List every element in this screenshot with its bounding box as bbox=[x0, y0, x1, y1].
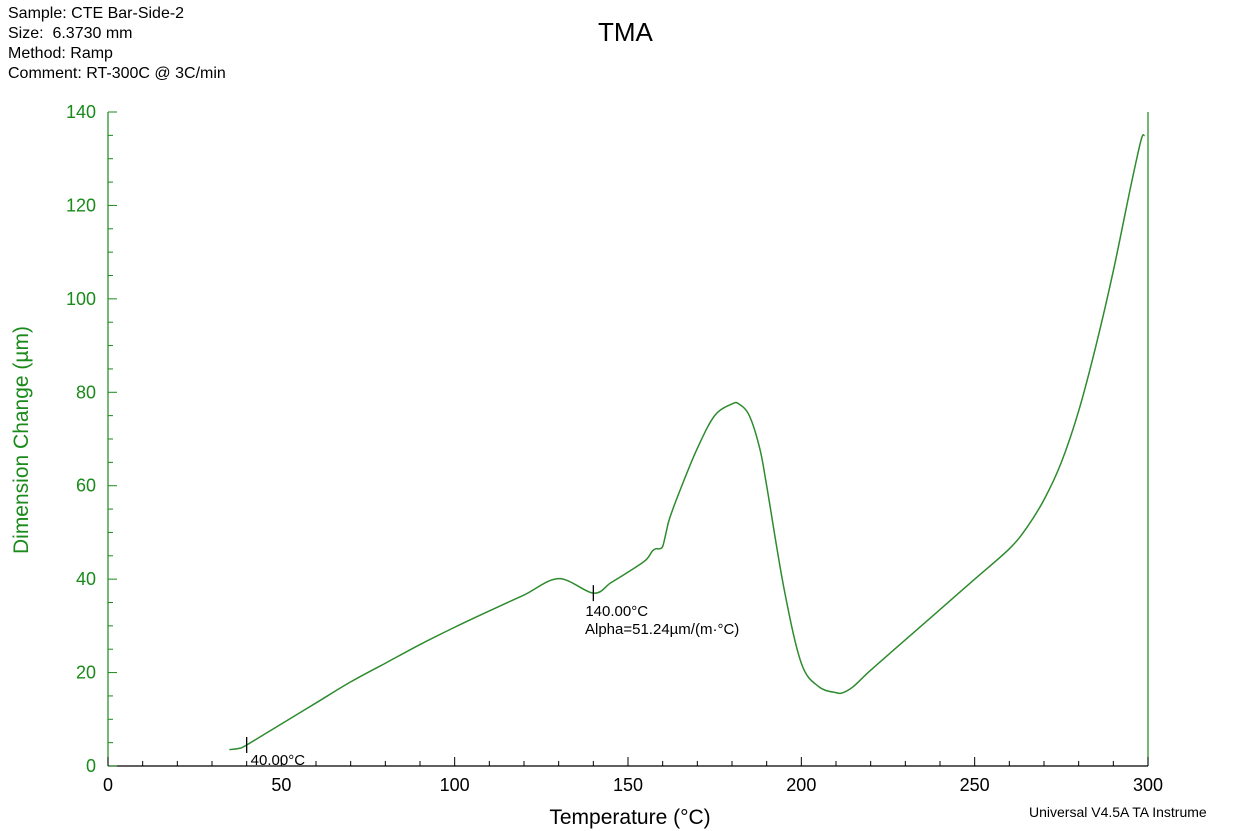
y-tick-label: 20 bbox=[76, 663, 96, 683]
alpha-annotation: Alpha=51.24µm/(m·°C) bbox=[585, 621, 739, 638]
x-tick-label: 150 bbox=[613, 775, 643, 795]
marker-layer: 40.00°C 140.00°C bbox=[246, 585, 648, 769]
y-tick-label: 40 bbox=[76, 569, 96, 589]
dimension-change-curve bbox=[229, 134, 1146, 751]
y-tick-label: 120 bbox=[66, 195, 96, 215]
x-tick-label: 100 bbox=[440, 775, 470, 795]
chart-title: TMA bbox=[598, 17, 653, 47]
x-tick-label: 200 bbox=[786, 775, 816, 795]
x-tick-label: 0 bbox=[103, 775, 113, 795]
method-label: Method: Ramp bbox=[8, 45, 113, 62]
ticks: 0 20 40 60 80 100 120 140 0 50 100 150 200 250 300 bbox=[66, 102, 1163, 795]
x-tick-label: 50 bbox=[271, 775, 291, 795]
x-tick-label: 250 bbox=[960, 775, 990, 795]
range-marker-label: 40.00°C bbox=[251, 752, 306, 769]
sample-info: Sample: CTE Bar-Side-2 Size: 6.3730 mm M… bbox=[8, 4, 226, 84]
curve-layer bbox=[229, 134, 1146, 751]
y-tick-label: 60 bbox=[76, 476, 96, 496]
y-tick-label: 140 bbox=[66, 102, 96, 122]
y-tick-label: 0 bbox=[86, 756, 96, 776]
comment-label: Comment: RT-300C @ 3C/min bbox=[8, 65, 226, 82]
y-axis-title: Dimension Change (µm) bbox=[10, 326, 33, 554]
x-axis-title: Temperature (°C) bbox=[549, 806, 710, 829]
size-label: Size: 6.3730 mm bbox=[8, 25, 133, 42]
instrument-footer: Universal V4.5A TA Instrume bbox=[1029, 804, 1207, 820]
y-tick-label: 100 bbox=[66, 289, 96, 309]
x-tick-label: 300 bbox=[1133, 775, 1163, 795]
y-tick-label: 80 bbox=[76, 382, 96, 402]
sample-label: Sample: CTE Bar-Side-2 bbox=[8, 5, 185, 22]
axes bbox=[107, 112, 1149, 767]
range-marker-label: 140.00°C bbox=[585, 603, 648, 620]
